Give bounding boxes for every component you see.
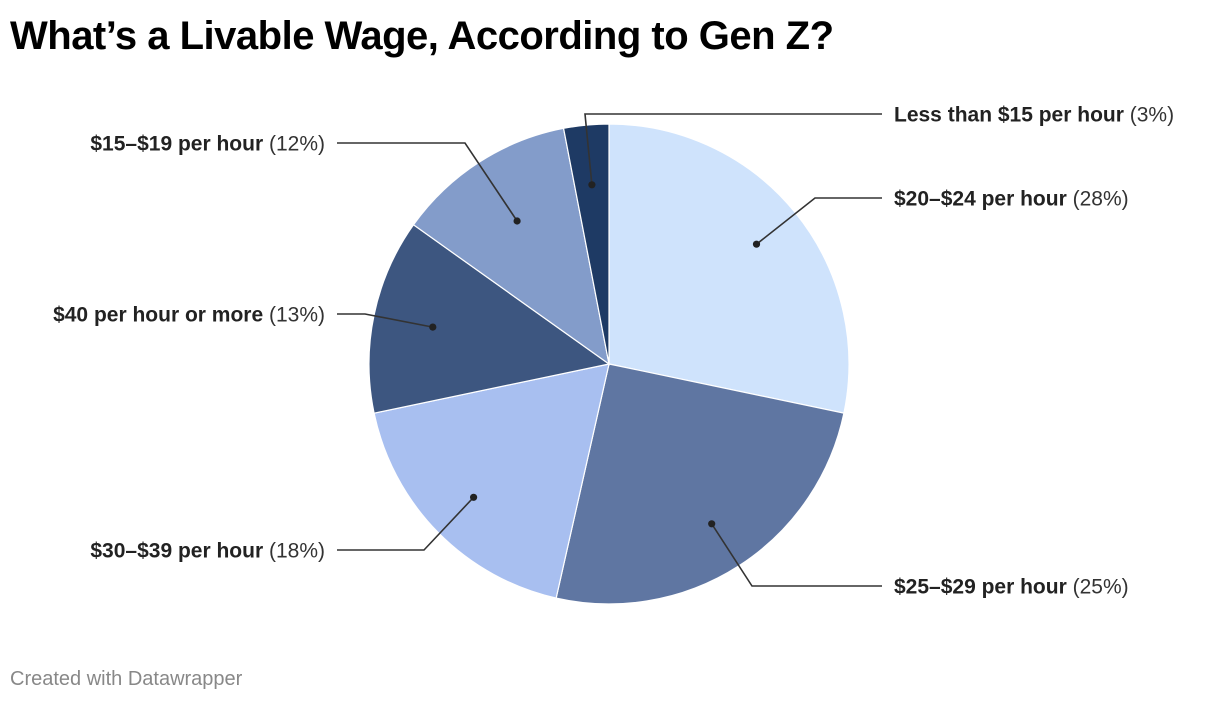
slice-label-name: $25–$29 per hour — [894, 576, 1067, 599]
slice-label-value: (3%) — [1124, 104, 1174, 127]
slice-label-25-29-per-hour: $25–$29 per hour (25%) — [894, 576, 1129, 599]
slice-label-20-24-per-hour: $20–$24 per hour (28%) — [894, 188, 1129, 211]
leader-lines — [337, 113, 882, 587]
leader-dot-30-39-per-hour — [470, 493, 478, 501]
slice-label-value: (13%) — [263, 304, 325, 327]
pie-slice-30-39-per-hour — [373, 363, 610, 599]
pie-slices — [368, 123, 850, 605]
leader-dot-15-19-per-hour — [513, 217, 521, 225]
credit-text: Created with Datawrapper — [10, 668, 243, 690]
slice-label-value: (28%) — [1067, 188, 1129, 211]
leader-dot-40-per-hour-or-more — [429, 323, 437, 331]
slice-label-name: $40 per hour or more — [53, 304, 263, 327]
leader-line-20-24-per-hour — [756, 197, 882, 245]
slice-label-name: $20–$24 per hour — [894, 188, 1067, 211]
slice-label-less-than-15-per-hour: Less than $15 per hour (3%) — [894, 104, 1174, 127]
chart-title: What’s a Livable Wage, According to Gen … — [10, 14, 834, 58]
slice-label-name: $30–$39 per hour — [90, 540, 263, 563]
slice-label-name: $15–$19 per hour — [90, 133, 263, 156]
leader-line-25-29-per-hour — [711, 523, 882, 587]
slice-labels: $20–$24 per hour (28%) $25–$29 per hour (… — [53, 104, 1174, 599]
pie-slice-20-24-per-hour — [608, 123, 850, 414]
slice-label-value: (18%) — [263, 540, 325, 563]
leader-line-30-39-per-hour — [337, 496, 475, 551]
slice-label-name: Less than $15 per hour — [894, 104, 1124, 127]
leader-dot-25-29-per-hour — [708, 520, 716, 528]
slice-label-15-19-per-hour: $15–$19 per hour (12%) — [90, 133, 325, 156]
leader-line-40-per-hour-or-more — [337, 313, 433, 328]
slice-label-value: (12%) — [263, 133, 325, 156]
slice-label-40-per-hour-or-more: $40 per hour or more (13%) — [53, 304, 325, 327]
leader-line-less-than-15-per-hour — [584, 113, 882, 185]
slice-label-value: (25%) — [1067, 576, 1129, 599]
slice-label-30-39-per-hour: $30–$39 per hour (18%) — [90, 540, 325, 563]
leader-dot-less-than-15-per-hour — [588, 181, 596, 189]
pie-slice-15-19-per-hour — [412, 127, 610, 366]
pie-slice-40-per-hour-or-more — [368, 223, 611, 414]
leader-dot-20-24-per-hour — [752, 240, 761, 248]
leader-line-15-19-per-hour — [337, 142, 518, 222]
